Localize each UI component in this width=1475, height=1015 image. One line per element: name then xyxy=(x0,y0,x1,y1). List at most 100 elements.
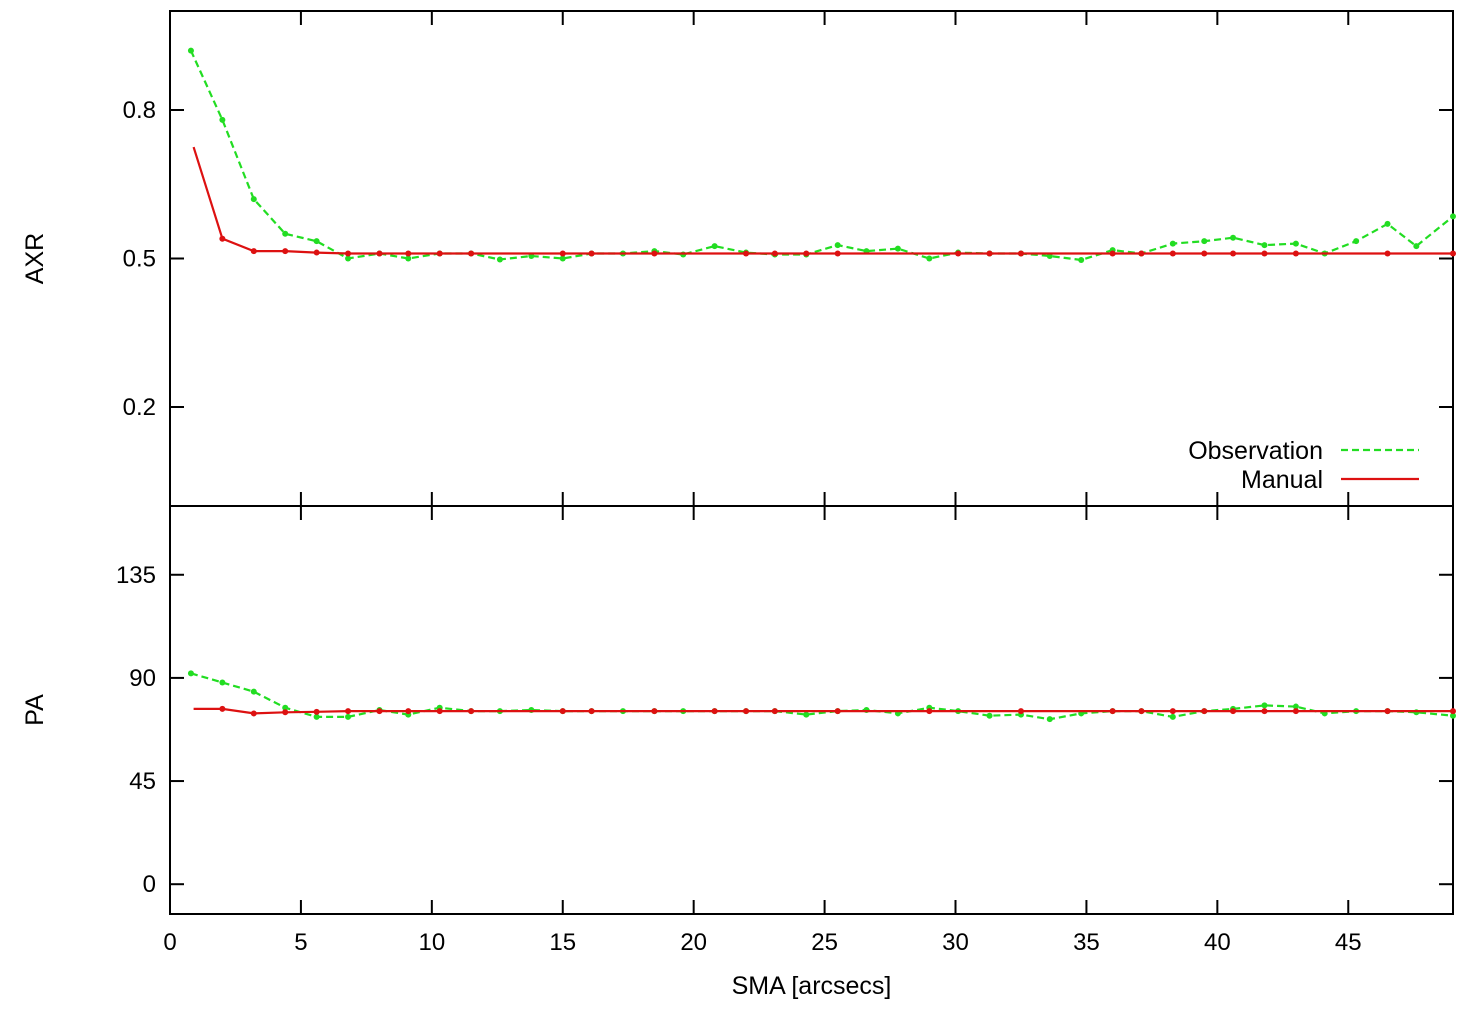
ticks-pa: 0 45 90 135 0 5 10 15 20 25 30 35 40 45 xyxy=(116,506,1453,956)
x-tick-label: 10 xyxy=(418,929,445,956)
y-tick-label: 0.8 xyxy=(123,97,156,124)
data-point-manual xyxy=(1201,250,1208,257)
data-point-manual xyxy=(926,708,933,715)
data-point-manual xyxy=(376,250,383,257)
x-tick-label: 5 xyxy=(294,929,307,956)
data-point-observation xyxy=(1169,240,1176,247)
data-point-manual xyxy=(313,708,320,715)
data-point-observation xyxy=(1384,220,1391,227)
data-point-observation xyxy=(250,688,257,695)
legend: Observation Manual xyxy=(1188,437,1419,494)
data-point-manual xyxy=(1384,250,1391,257)
data-point-manual xyxy=(588,708,595,715)
data-point-manual xyxy=(282,248,289,255)
series-line-observation xyxy=(190,672,1454,721)
data-point-manual xyxy=(345,708,352,715)
data-point-observation xyxy=(1261,702,1268,709)
data-point-observation xyxy=(1169,713,1176,720)
data-point-observation xyxy=(345,255,352,262)
y-tick-label: 0.2 xyxy=(123,394,156,421)
data-point-observation xyxy=(894,245,901,252)
data-point-observation xyxy=(313,238,320,245)
data-point-observation xyxy=(1292,703,1299,710)
data-point-manual xyxy=(771,708,778,715)
y-axis-label-pa: PA xyxy=(21,694,49,726)
data-point-observation xyxy=(711,243,718,250)
panel-axr: 0.2 0.5 0.8 AXR Observation Manual xyxy=(21,10,1456,507)
data-point-observation xyxy=(1353,238,1360,245)
data-point-manual xyxy=(559,708,566,715)
x-tick-label: 15 xyxy=(549,929,576,956)
data-point-observation xyxy=(1201,238,1208,245)
y-tick-label: 45 xyxy=(129,768,156,795)
data-point-manual xyxy=(1017,250,1024,257)
panel-pa: 0 45 90 135 0 5 10 15 20 25 30 35 40 45 PA SMA [arcse… xyxy=(21,505,1456,1000)
y-tick-label: 0 xyxy=(143,871,156,898)
x-tick-label: 40 xyxy=(1204,929,1231,956)
data-point-manual xyxy=(250,710,257,717)
data-point-observation xyxy=(313,713,320,720)
data-point-observation xyxy=(345,713,352,720)
data-point-observation xyxy=(282,230,289,237)
legend-label-manual: Manual xyxy=(1241,466,1323,494)
series-line-observation xyxy=(189,50,1454,262)
data-point-observation xyxy=(803,711,810,718)
y-tick-label: 90 xyxy=(129,665,156,692)
data-point-manual xyxy=(1230,708,1237,715)
data-point-manual xyxy=(1169,250,1176,257)
data-point-manual xyxy=(376,708,383,715)
data-point-manual xyxy=(1261,250,1268,257)
ticks-axr: 0.2 0.5 0.8 xyxy=(123,11,1453,506)
data-point-manual xyxy=(651,250,658,257)
data-point-manual xyxy=(1261,708,1268,715)
data-point-manual xyxy=(1138,250,1145,257)
x-tick-label: 0 xyxy=(163,929,176,956)
data-point-observation xyxy=(1450,213,1456,220)
data-point-manual xyxy=(711,708,718,715)
x-tick-label: 45 xyxy=(1335,929,1362,956)
x-tick-label: 30 xyxy=(942,929,969,956)
data-point-observation xyxy=(187,47,194,54)
data-point-manual xyxy=(405,708,412,715)
data-point-observation xyxy=(559,255,566,262)
data-point-manual xyxy=(219,705,226,712)
data-point-manual xyxy=(219,235,226,242)
data-point-observation xyxy=(282,704,289,711)
y-axis-label-axr: AXR xyxy=(21,233,49,284)
data-point-manual xyxy=(771,250,778,257)
data-point-observation xyxy=(1078,256,1085,263)
data-point-manual xyxy=(559,250,566,257)
x-tick-label: 25 xyxy=(811,929,838,956)
data-point-manual xyxy=(313,249,320,256)
data-point-observation xyxy=(1292,240,1299,247)
data-point-observation xyxy=(834,242,841,249)
y-tick-label: 135 xyxy=(116,562,156,589)
data-point-manual xyxy=(1017,708,1024,715)
legend-label-observation: Observation xyxy=(1188,437,1323,465)
series-pa xyxy=(187,670,1456,723)
data-point-manual xyxy=(1292,250,1299,257)
data-point-observation xyxy=(219,679,226,686)
x-axis-label: SMA [arcsecs] xyxy=(732,972,892,1000)
data-point-manual xyxy=(250,248,257,255)
data-point-observation xyxy=(1230,234,1237,241)
data-point-observation xyxy=(926,255,933,262)
data-point-observation xyxy=(250,196,257,203)
series-line-manual xyxy=(193,707,1453,715)
data-point-manual xyxy=(1292,708,1299,715)
data-point-manual xyxy=(651,708,658,715)
data-point-observation xyxy=(187,670,194,677)
data-point-manual xyxy=(1138,708,1145,715)
data-point-manual xyxy=(436,708,443,715)
series-axr xyxy=(187,47,1456,263)
data-point-manual xyxy=(743,250,750,257)
data-point-manual xyxy=(345,250,352,257)
data-point-observation xyxy=(405,255,412,262)
data-point-observation xyxy=(1046,716,1053,723)
x-tick-label: 20 xyxy=(680,929,707,956)
data-point-manual xyxy=(986,250,993,257)
data-point-manual xyxy=(1230,250,1237,257)
data-point-manual xyxy=(436,250,443,257)
data-point-manual xyxy=(834,250,841,257)
data-point-observation xyxy=(496,256,503,263)
